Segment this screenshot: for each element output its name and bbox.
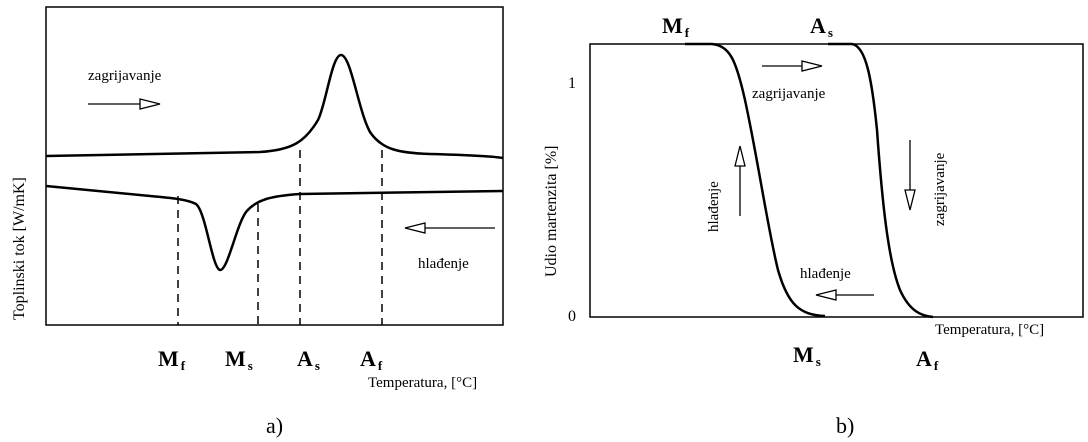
panel-a-caption: a) bbox=[266, 413, 283, 438]
y-tick-0: 0 bbox=[568, 308, 576, 325]
cooling-arrow-bottom-icon bbox=[815, 289, 874, 301]
panel-a-ylabel: Toplinski tok [W/mK] bbox=[11, 177, 28, 320]
panel-b-caption: b) bbox=[836, 413, 854, 438]
panel-b-xlabel: Temperatura, [°C] bbox=[935, 322, 1044, 338]
cooling-arrow-up-icon bbox=[734, 145, 746, 216]
cooling-arrow-icon bbox=[404, 222, 495, 234]
panel-a-frame bbox=[45, 6, 504, 326]
heating-transformation-curve bbox=[828, 42, 934, 319]
panel-a-heating-label: zagrijavanje bbox=[88, 68, 162, 84]
heating-curve bbox=[45, 53, 504, 160]
heating-arrow-down-icon bbox=[904, 140, 916, 211]
cooling-curve bbox=[45, 184, 504, 272]
heating-arrow-icon bbox=[88, 98, 161, 110]
cooling-transformation-curve bbox=[685, 42, 826, 318]
panel-b-heating-label-top: zagrijavanje bbox=[752, 86, 826, 102]
panel-a: Toplinski tok [W/mK] zagrijavanje hlađen… bbox=[11, 6, 504, 438]
y-tick-1: 1 bbox=[568, 75, 576, 92]
panel-b-heating-label-side: zagrijavanje bbox=[932, 152, 948, 226]
panel-a-xlabel: Temperatura, [°C] bbox=[368, 375, 477, 391]
panel-b-cooling-label-bottom: hlađenje bbox=[800, 266, 851, 282]
heating-arrow-top-icon bbox=[762, 60, 823, 72]
panel-b-cooling-label-side: hlađenje bbox=[706, 181, 722, 232]
panel-b-ylabel: Udio martenzita [%] bbox=[543, 146, 560, 278]
panel-a-cooling-label: hlađenje bbox=[418, 256, 469, 272]
